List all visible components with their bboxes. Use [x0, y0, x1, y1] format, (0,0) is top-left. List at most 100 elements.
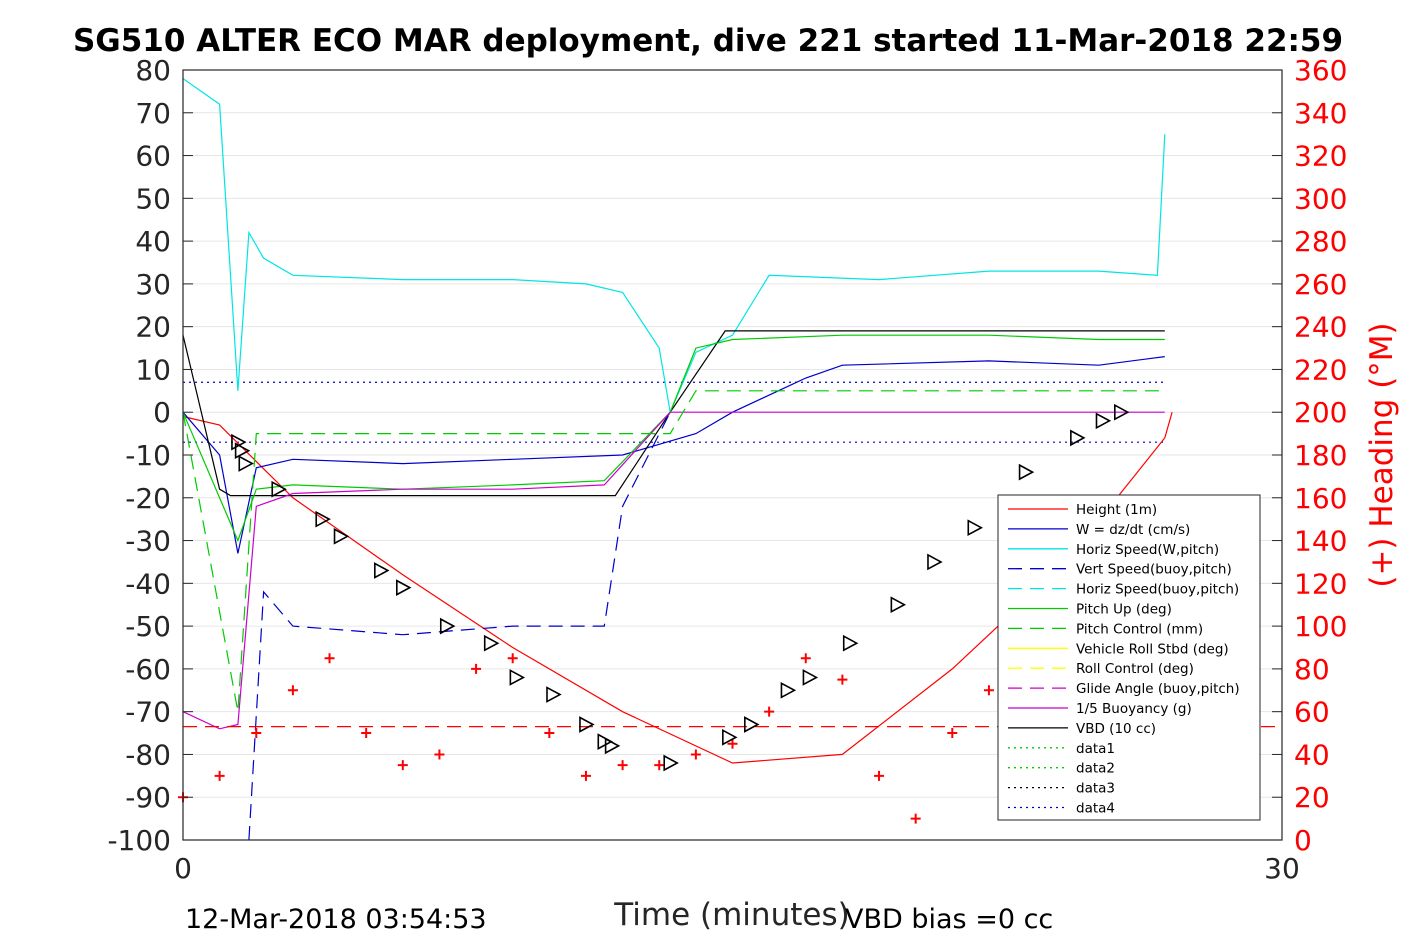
height-triangle-marker: [483, 634, 500, 652]
y-tick-label: -70: [125, 696, 171, 729]
x-tick-label: 30: [1264, 852, 1300, 885]
legend-label: Pitch Control (mm): [1076, 621, 1203, 637]
y-tick-label: 60: [135, 140, 171, 173]
y2-tick-label: 220: [1294, 353, 1347, 386]
heading-marker: [397, 760, 408, 771]
series-vert-speed-buoy-pitch: [248, 411, 671, 841]
height-triangle-marker: [1114, 403, 1130, 421]
heading-marker: [800, 653, 811, 664]
heading-marker: [910, 813, 921, 824]
y-tick-label: 50: [135, 182, 171, 215]
data-layer: [178, 78, 1282, 841]
heading-marker: [471, 663, 482, 674]
y2-tick-label: 200: [1294, 396, 1347, 429]
series-vbd-10-cc: [182, 330, 1165, 497]
height-triangle-marker: [1018, 463, 1035, 481]
y2-tick-label: 60: [1294, 696, 1330, 729]
y-tick-label: -60: [125, 653, 171, 686]
height-triangle-marker: [802, 669, 819, 686]
height-triangle-marker: [604, 737, 621, 755]
heading-marker: [764, 706, 775, 717]
chart-title: SG510 ALTER ECO MAR deployment, dive 221…: [73, 23, 1343, 59]
legend-label: Horiz Speed(buoy,pitch): [1076, 582, 1239, 598]
y2-tick-label: 320: [1294, 140, 1347, 173]
y-tick-label: 10: [135, 353, 171, 386]
height-triangle-marker: [1070, 429, 1086, 447]
heading-marker: [727, 738, 738, 749]
height-triangle-marker: [271, 480, 287, 498]
y2-tick-label: 160: [1294, 482, 1347, 515]
legend-label: Vehicle Roll Stbd (deg): [1076, 641, 1229, 657]
height-triangle-marker: [744, 716, 760, 733]
y-tick-label: -100: [107, 824, 171, 857]
y2-tick-label: 340: [1294, 97, 1347, 130]
heading-marker: [874, 770, 885, 781]
heading-marker: [434, 749, 445, 760]
heading-marker: [947, 728, 958, 739]
footer-timestamp: 12-Mar-2018 03:54:53: [185, 904, 487, 935]
legend-label: W = dz/dt (cm/s): [1076, 522, 1190, 538]
legend-label: 1/5 Buoyancy (g): [1076, 701, 1192, 717]
legend-label: data3: [1076, 781, 1115, 797]
legend-label: data1: [1076, 741, 1115, 757]
y2-tick-label: 360: [1294, 54, 1347, 87]
y2-tick-label: 0: [1294, 824, 1312, 857]
ticks: 80706050403020100-10-20-30-40-50-60-70-8…: [107, 54, 1347, 885]
y-tick-label: 30: [135, 268, 171, 301]
y2-axis-label: (+) Heading (°M): [1364, 322, 1400, 587]
y-tick-label: -30: [125, 525, 171, 558]
height-triangle-marker: [546, 686, 562, 703]
heading-marker: [251, 728, 262, 739]
legend-label: data4: [1076, 801, 1115, 817]
legend-label: Height (1m): [1076, 502, 1157, 518]
height-triangle-marker: [374, 562, 390, 579]
y-tick-label: 80: [135, 54, 171, 87]
x-axis-label: Time (minutes): [613, 897, 849, 933]
height-triangle-marker: [238, 455, 254, 472]
height-triangle-marker: [927, 553, 943, 571]
height-triangle-marker: [663, 754, 679, 772]
heading-marker: [287, 685, 298, 696]
height-triangle-marker: [780, 681, 797, 699]
height-triangle-marker: [722, 728, 738, 746]
y-tick-label: -50: [125, 610, 171, 643]
height-triangle-marker: [842, 634, 859, 652]
heading-marker: [690, 749, 701, 760]
heading-marker: [324, 653, 335, 664]
y2-tick-label: 260: [1294, 268, 1347, 301]
height-triangle-marker: [1095, 412, 1112, 430]
y2-tick-label: 300: [1294, 182, 1347, 215]
y2-tick-label: 100: [1294, 610, 1347, 643]
height-triangle-marker: [597, 733, 613, 750]
footer-vbd-bias: VBD bias =0 cc: [845, 904, 1053, 935]
heading-marker: [983, 685, 994, 696]
height-triangle-marker: [967, 519, 983, 537]
height-triangle-marker: [234, 442, 251, 460]
height-triangle-marker: [315, 510, 331, 528]
y2-tick-label: 80: [1294, 653, 1330, 686]
x-tick-label: 0: [174, 852, 192, 885]
heading-marker: [837, 674, 848, 685]
series-pitch-up-deg: [182, 334, 1165, 543]
legend-label: data2: [1076, 761, 1115, 777]
y-tick-label: 40: [135, 225, 171, 258]
legend-label: Glide Angle (buoy,pitch): [1076, 681, 1240, 697]
legend-label: Roll Control (deg): [1076, 661, 1194, 677]
heading-marker: [361, 728, 372, 739]
heading-marker: [507, 653, 518, 664]
series-horiz-speed-w-pitch: [182, 78, 1166, 415]
y-tick-label: 70: [135, 97, 171, 130]
y-tick-label: 0: [153, 396, 171, 429]
heading-marker: [214, 770, 225, 781]
legend-label: VBD (10 cc): [1076, 721, 1156, 737]
series-pitch-control-mm: [182, 390, 1165, 712]
y2-tick-label: 280: [1294, 225, 1347, 258]
height-triangle-marker: [333, 527, 350, 545]
y2-tick-label: 20: [1294, 781, 1330, 814]
height-triangle-marker: [890, 596, 907, 614]
y2-tick-label: 140: [1294, 525, 1347, 558]
height-triangle-marker: [579, 716, 595, 733]
heading-marker: [580, 770, 591, 781]
legend-label: Vert Speed(buoy,pitch): [1076, 562, 1232, 578]
